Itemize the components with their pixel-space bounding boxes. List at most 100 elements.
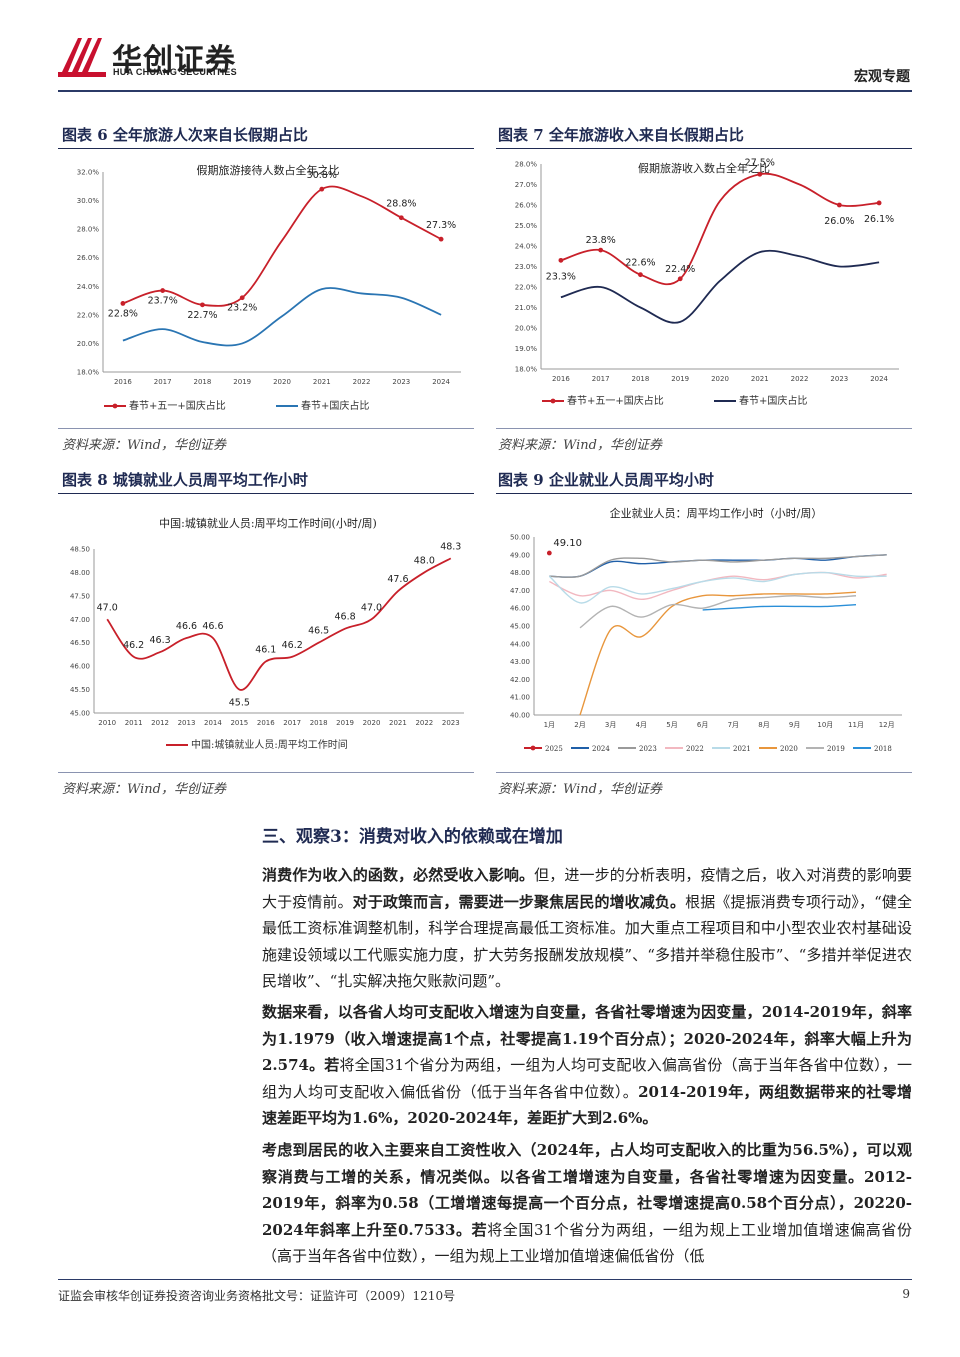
fig7-legend-label: 春节+五一+国庆占比: [567, 394, 664, 407]
figure-7-source: 资料来源：Wind，华创证券: [498, 438, 662, 453]
fig9-legend-label: 2020: [780, 745, 798, 753]
fig7-data-label: 22.6%: [625, 258, 655, 269]
figure-7-bottom-rule: [496, 428, 912, 429]
fig6-y-tick: 18.0%: [77, 369, 100, 377]
fig8-x-tick: 2016: [257, 719, 275, 727]
page-number: 9: [902, 1287, 910, 1301]
fig6-data-label: 28.8%: [386, 199, 416, 210]
fig9-series-line: [702, 603, 857, 611]
fig9-x-tick: 1月: [544, 721, 555, 729]
figure-6-source: 资料来源：Wind，华创证券: [62, 438, 226, 453]
figure-6-chart: 假期旅游接待人数占全年之比 18.0% 20.0% 22.0% 24.0% 26.0% 28…: [58, 152, 474, 422]
fig6-legend-label: 春节+五一+国庆占比: [129, 399, 226, 412]
p2-text-1: 将全国31个省分为两组，一组为人均可支配收入偏高省份（高于当年各省中位数），一组…: [262, 1056, 912, 1101]
fig9-y-tick: 46.00: [510, 605, 530, 613]
fig9-y-tick: 43.00: [510, 658, 530, 666]
fig7-x-tick: 2023: [830, 375, 848, 383]
p1-text-1: 但，进一步的分析表明，疫情之后，收入对消费的影响要大于疫情前。: [262, 866, 912, 911]
fig6-data-label: 30.8%: [307, 170, 337, 181]
logo-text-cn: 华创证券: [112, 43, 236, 78]
p1-bold-2: 对于政策而言，需要进一步聚焦居民的增收减负。: [352, 892, 686, 911]
fig7-y-tick: 25.0%: [515, 222, 538, 230]
fig6-series-line: [122, 287, 442, 347]
fig8-x-tick: 2014: [204, 719, 222, 727]
fig6-x-tick: 2016: [114, 378, 132, 386]
fig7-x-tick: 2024: [870, 375, 888, 383]
fig7-point: [836, 202, 842, 208]
fig9-series-line: [549, 554, 887, 578]
fig9-x-tick: 9月: [789, 721, 800, 729]
fig8-data-label: 48.0: [414, 555, 435, 566]
fig8-y-tick: 47.00: [70, 616, 90, 624]
fig8-data-label: 47.0: [97, 602, 118, 613]
fig7-series-line: [560, 172, 880, 286]
fig9-series-line: [549, 554, 887, 579]
fig7-y-tick: 19.0%: [515, 345, 538, 353]
figure-9-source: 资料来源：Wind，华创证券: [498, 782, 662, 797]
fig9-y-tick: 47.00: [510, 587, 530, 595]
fig9-y-tick: 50.00: [510, 534, 530, 542]
fig6-y-tick: 32.0%: [77, 169, 100, 177]
figure-6-bottom-rule: [58, 428, 474, 429]
fig6-point: [239, 295, 245, 301]
figure-9-rule: [496, 493, 912, 494]
fig8-x-tick: 2019: [336, 719, 354, 727]
fig7-data-label: 23.8%: [586, 235, 616, 246]
fig6-point: [398, 215, 404, 221]
huachuang-logo-icon: [58, 32, 108, 84]
fig8-y-tick: 45.50: [70, 686, 90, 694]
fig7-legend-label: 春节+国庆占比: [739, 394, 807, 407]
fig9-x-tick: 8月: [758, 721, 769, 729]
fig6-x-tick: 2022: [353, 378, 371, 386]
fig6-data-label: 23.2%: [227, 303, 257, 314]
fig9-y-tick: 45.00: [510, 623, 530, 631]
fig6-y-tick: 26.0%: [77, 254, 100, 262]
fig8-x-tick: 2020: [363, 719, 381, 727]
fig6-data-label: 27.3%: [426, 220, 456, 231]
fig6-x-tick: 2024: [432, 378, 450, 386]
fig9-point: [546, 550, 552, 556]
fig7-legend-marker: [550, 398, 556, 404]
figure-7-rule: [496, 148, 912, 149]
fig6-data-label: 23.7%: [148, 296, 178, 307]
fig8-series-line: [106, 557, 452, 691]
fig7-data-label: 26.1%: [864, 214, 894, 225]
fig7-y-tick: 18.0%: [515, 366, 538, 374]
fig9-x-tick: 4月: [636, 721, 647, 729]
fig6-point: [438, 236, 444, 242]
fig9-legend-label: 2021: [733, 745, 751, 753]
fig9-y-tick: 42.00: [510, 676, 530, 684]
fig9-legend-label: 2023: [639, 745, 657, 753]
fig8-data-label: 46.2: [123, 640, 144, 651]
fig8-x-tick: 2022: [415, 719, 433, 727]
fig7-y-tick: 21.0%: [515, 304, 538, 312]
fig7-point: [558, 257, 564, 263]
fig6-data-label: 22.7%: [187, 310, 217, 321]
fig6-point: [160, 288, 166, 293]
fig8-x-tick: 2015: [230, 719, 248, 727]
figure-8-bottom-rule: [58, 772, 474, 773]
header-divider: [58, 90, 912, 92]
fig8-y-tick: 45.00: [70, 710, 90, 718]
fig6-point: [120, 301, 126, 306]
fig8-data-label: 46.8: [334, 612, 355, 623]
fig9-legend-label: 2018: [874, 745, 892, 753]
fig8-data-label: 47.6: [387, 574, 408, 585]
fig6-y-tick: 22.0%: [77, 311, 100, 319]
fig7-y-tick: 26.0%: [515, 202, 538, 210]
fig8-data-label: 46.6: [202, 621, 223, 632]
fig6-point: [319, 186, 325, 192]
fig8-x-tick: 2010: [98, 719, 116, 727]
fig8-x-tick: 2013: [178, 719, 196, 727]
fig7-x-tick: 2016: [552, 375, 570, 383]
figure-9-chart: 企业就业人员：周平均工作小时（小时/周） 40.00 41.00 42.00 43.00…: [496, 497, 912, 767]
fig9-x-tick: 11月: [848, 721, 864, 729]
fig7-chart-title: 假期旅游收入数占全年之比: [638, 161, 770, 175]
fig7-y-tick: 23.0%: [515, 263, 538, 271]
fig7-x-tick: 2018: [632, 375, 650, 383]
fig8-data-label: 46.1: [255, 644, 276, 655]
paragraph-2: 数据来看，以各省人均可支配收入增速为自变量，各省社零增速为因变量，2014-20…: [262, 999, 912, 1132]
figure-6-title: 图表 6 全年旅游人次来自长假期占比: [62, 126, 308, 144]
fig8-chart-title: 中国:城镇就业人员:周平均工作时间(小时/周): [159, 516, 377, 530]
logo-text-en: HUA CHUANG SECURITIES: [113, 67, 237, 77]
